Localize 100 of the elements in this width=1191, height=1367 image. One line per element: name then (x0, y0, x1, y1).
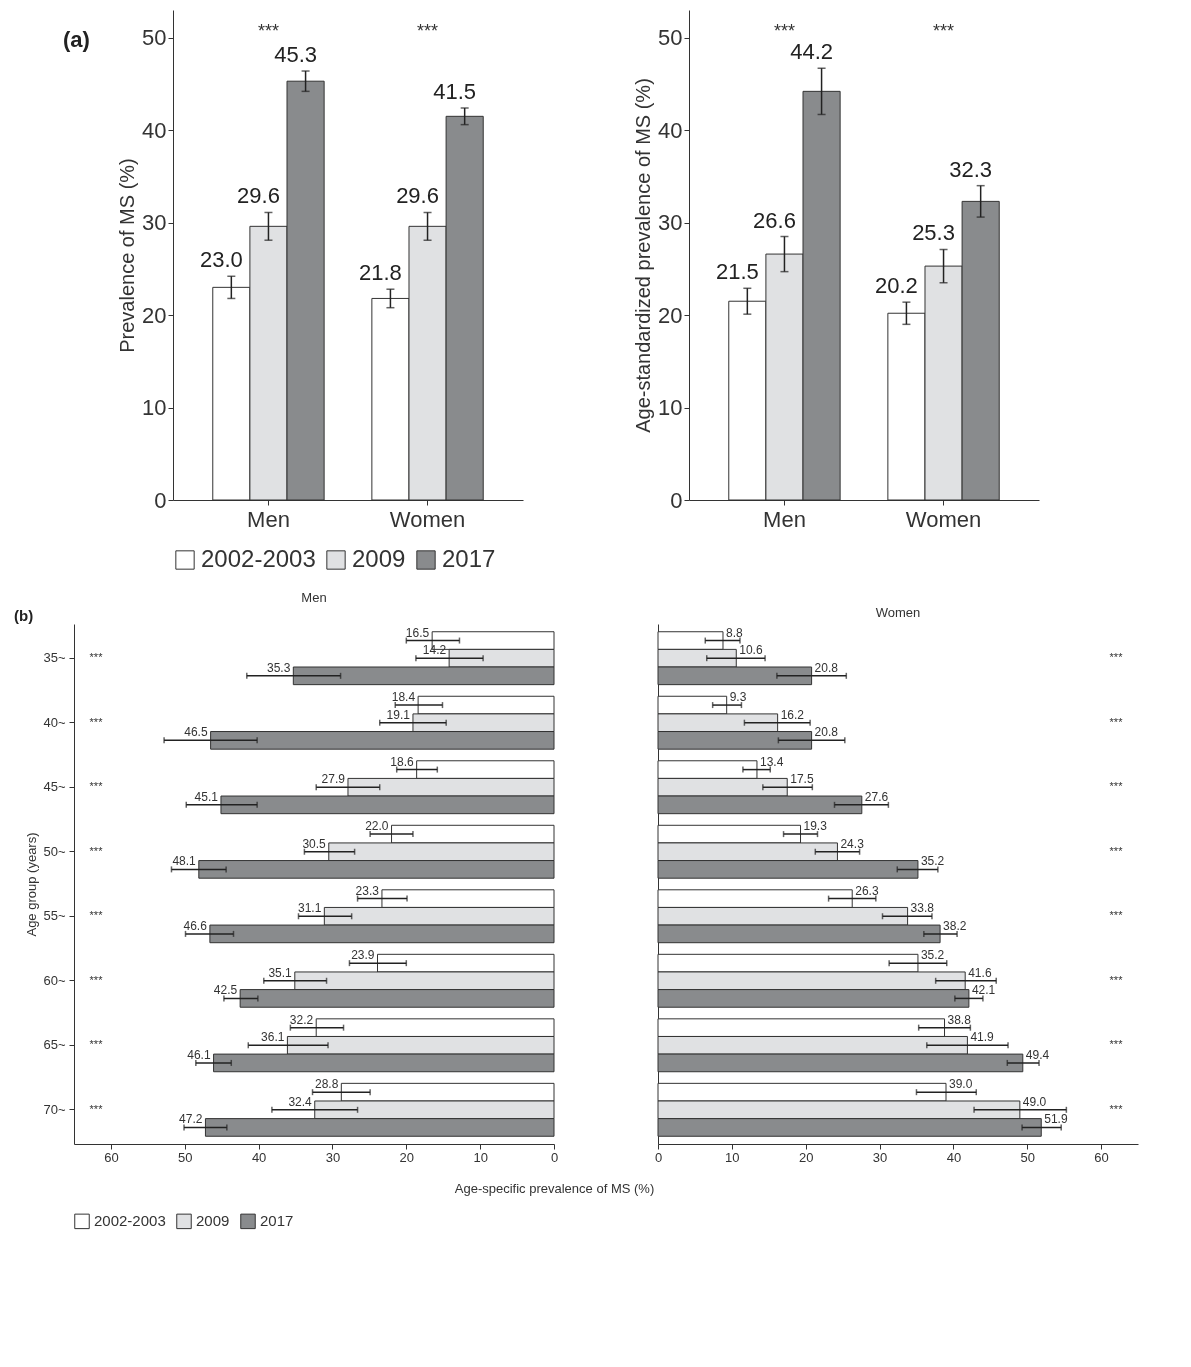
x-tick-label: 20 (798, 1149, 814, 1165)
annotation: *** (257, 21, 279, 41)
data-label: 21.8 (359, 260, 402, 286)
data-label: 25.3 (912, 220, 955, 246)
data-label: 10.6 (739, 643, 763, 658)
y-tick-label: 50 (142, 25, 167, 51)
data-label: 19.1 (386, 707, 411, 722)
data-label: 44.2 (790, 39, 833, 65)
y-tick-label: 65~ (43, 1037, 66, 1053)
x-tick-label: 40 (251, 1149, 267, 1165)
chart-title: Men (301, 590, 327, 605)
legend-label: 2009 (352, 545, 406, 572)
data-label: 51.9 (1044, 1112, 1068, 1127)
annotation: *** (1109, 780, 1124, 793)
x-tick-label: 10 (473, 1149, 488, 1165)
data-label: 32.3 (949, 156, 993, 182)
data-label: 24.3 (840, 836, 865, 851)
data-label: 27.9 (321, 772, 346, 787)
data-label: 33.8 (910, 901, 935, 916)
x-tick-label: 30 (872, 1149, 888, 1165)
annotation: *** (89, 1102, 104, 1115)
x-tick-label: 50 (178, 1149, 193, 1165)
x-tick-label: 0 (550, 1149, 559, 1165)
y-tick-label: 20 (658, 302, 683, 328)
data-label: 35.1 (268, 965, 293, 980)
data-label: 23.3 (355, 883, 380, 898)
annotation: *** (89, 909, 104, 922)
data-label: 8.8 (725, 625, 743, 640)
data-label: 41.5 (433, 79, 477, 104)
data-label: 23.0 (199, 247, 243, 273)
data-label: 20.2 (875, 273, 918, 299)
data-label: 35.2 (920, 948, 945, 963)
annotation: *** (1109, 909, 1124, 922)
data-label: 46.5 (184, 725, 208, 740)
data-label: 20.8 (814, 725, 839, 740)
y-tick-label: 30 (658, 210, 683, 236)
legend-label: 2002-2003 (201, 545, 316, 572)
annotation: *** (1109, 651, 1124, 664)
data-label: 38.8 (947, 1012, 972, 1027)
x-tick-label: 20 (399, 1149, 415, 1165)
data-label: 49.4 (1025, 1047, 1050, 1062)
y-tick-label: 40~ (43, 714, 66, 730)
text: (b) (14, 607, 34, 624)
data-label: 49.0 (1022, 1094, 1047, 1109)
annotation: *** (89, 973, 104, 986)
y-tick-label: 55~ (43, 908, 66, 924)
data-label: 30.5 (302, 836, 327, 851)
data-label: 48.1 (172, 854, 197, 869)
data-label: 47.2 (179, 1112, 203, 1127)
data-label: 27.6 (864, 789, 889, 804)
data-label: 45.1 (194, 789, 219, 804)
y-tick-label: 40 (142, 117, 167, 143)
data-label: 31.1 (297, 901, 322, 916)
y-tick-label: 50 (658, 25, 683, 51)
annotation: *** (1109, 715, 1124, 728)
data-label: 16.2 (780, 707, 805, 722)
data-label: 20.8 (814, 660, 839, 675)
annotation: *** (417, 21, 439, 41)
legend-label: 2017 (260, 1212, 294, 1230)
data-label: 46.6 (183, 918, 208, 933)
data-label: 16.5 (405, 625, 430, 640)
legend-label: 2017 (442, 545, 496, 572)
y-tick-label: 30 (142, 210, 167, 236)
y-tick-label: 45~ (43, 779, 66, 795)
data-label: 32.4 (288, 1094, 313, 1109)
x-axis-title: Age-specific prevalence of MS (%) (454, 1180, 655, 1196)
data-label: 36.1 (261, 1030, 285, 1045)
data-label: 42.1 (971, 983, 996, 998)
data-label: 18.6 (390, 754, 414, 769)
x-tick-label: 10 (725, 1149, 740, 1165)
data-label: 26.6 (753, 207, 796, 233)
data-label: 17.5 (790, 772, 814, 787)
y-tick-label: 10 (658, 395, 683, 421)
annotation: *** (89, 844, 104, 857)
data-label: 26.3 (855, 883, 879, 898)
data-label: 41.6 (968, 965, 992, 980)
y-tick-label: 10 (142, 395, 167, 421)
y-tick-label: 0 (154, 487, 167, 513)
data-label: 23.9 (351, 948, 375, 963)
annotation: *** (89, 1038, 104, 1051)
data-label: 39.0 (949, 1077, 973, 1092)
data-label: 29.6 (396, 183, 439, 209)
y-axis-title: Age-standardized prevalence of MS (%) (632, 78, 655, 433)
y-tick-label: 20 (142, 302, 167, 328)
legend-label: 2009 (196, 1212, 230, 1230)
data-label: 42.5 (213, 983, 238, 998)
data-label: 46.1 (187, 1047, 211, 1062)
data-label: 45.3 (274, 42, 317, 68)
annotation: *** (89, 651, 104, 664)
annotation: *** (1109, 1038, 1124, 1051)
y-axis-title: Age group (years) (24, 832, 40, 937)
data-label: 19.3 (803, 819, 828, 834)
y-tick-label: 35~ (43, 650, 66, 666)
data-label: 21.5 (715, 259, 759, 285)
data-label: 28.8 (314, 1077, 339, 1092)
annotation: *** (1109, 1102, 1124, 1115)
annotation: *** (1109, 973, 1124, 986)
annotation: *** (1109, 844, 1124, 857)
annotation: *** (89, 780, 104, 793)
y-tick-label: 40 (658, 117, 683, 143)
